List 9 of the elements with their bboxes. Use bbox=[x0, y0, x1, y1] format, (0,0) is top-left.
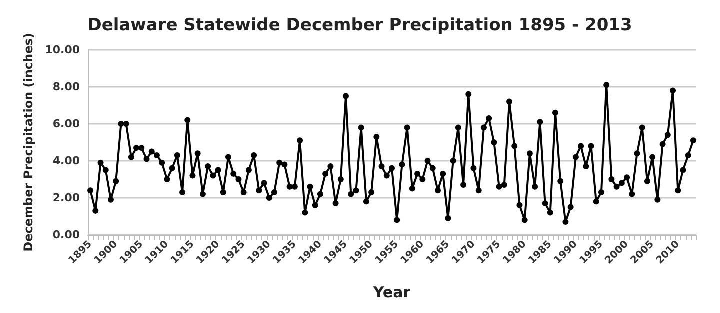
chart-title: Delaware Statewide December Precipitation 1895 - 2013 bbox=[88, 16, 632, 36]
x-axis-title: Year bbox=[372, 284, 412, 302]
y-tick-label: 2.00 bbox=[52, 192, 80, 204]
y-tick-label: 0.00 bbox=[52, 228, 80, 242]
y-axis-title: December Precipitation (inches) bbox=[21, 33, 36, 252]
y-tick-label: 4.00 bbox=[52, 154, 80, 168]
y-tick-label: 10.00 bbox=[45, 44, 80, 56]
y-tick-label: 6.00 bbox=[52, 118, 80, 130]
y-tick-label: 8.00 bbox=[52, 80, 80, 94]
